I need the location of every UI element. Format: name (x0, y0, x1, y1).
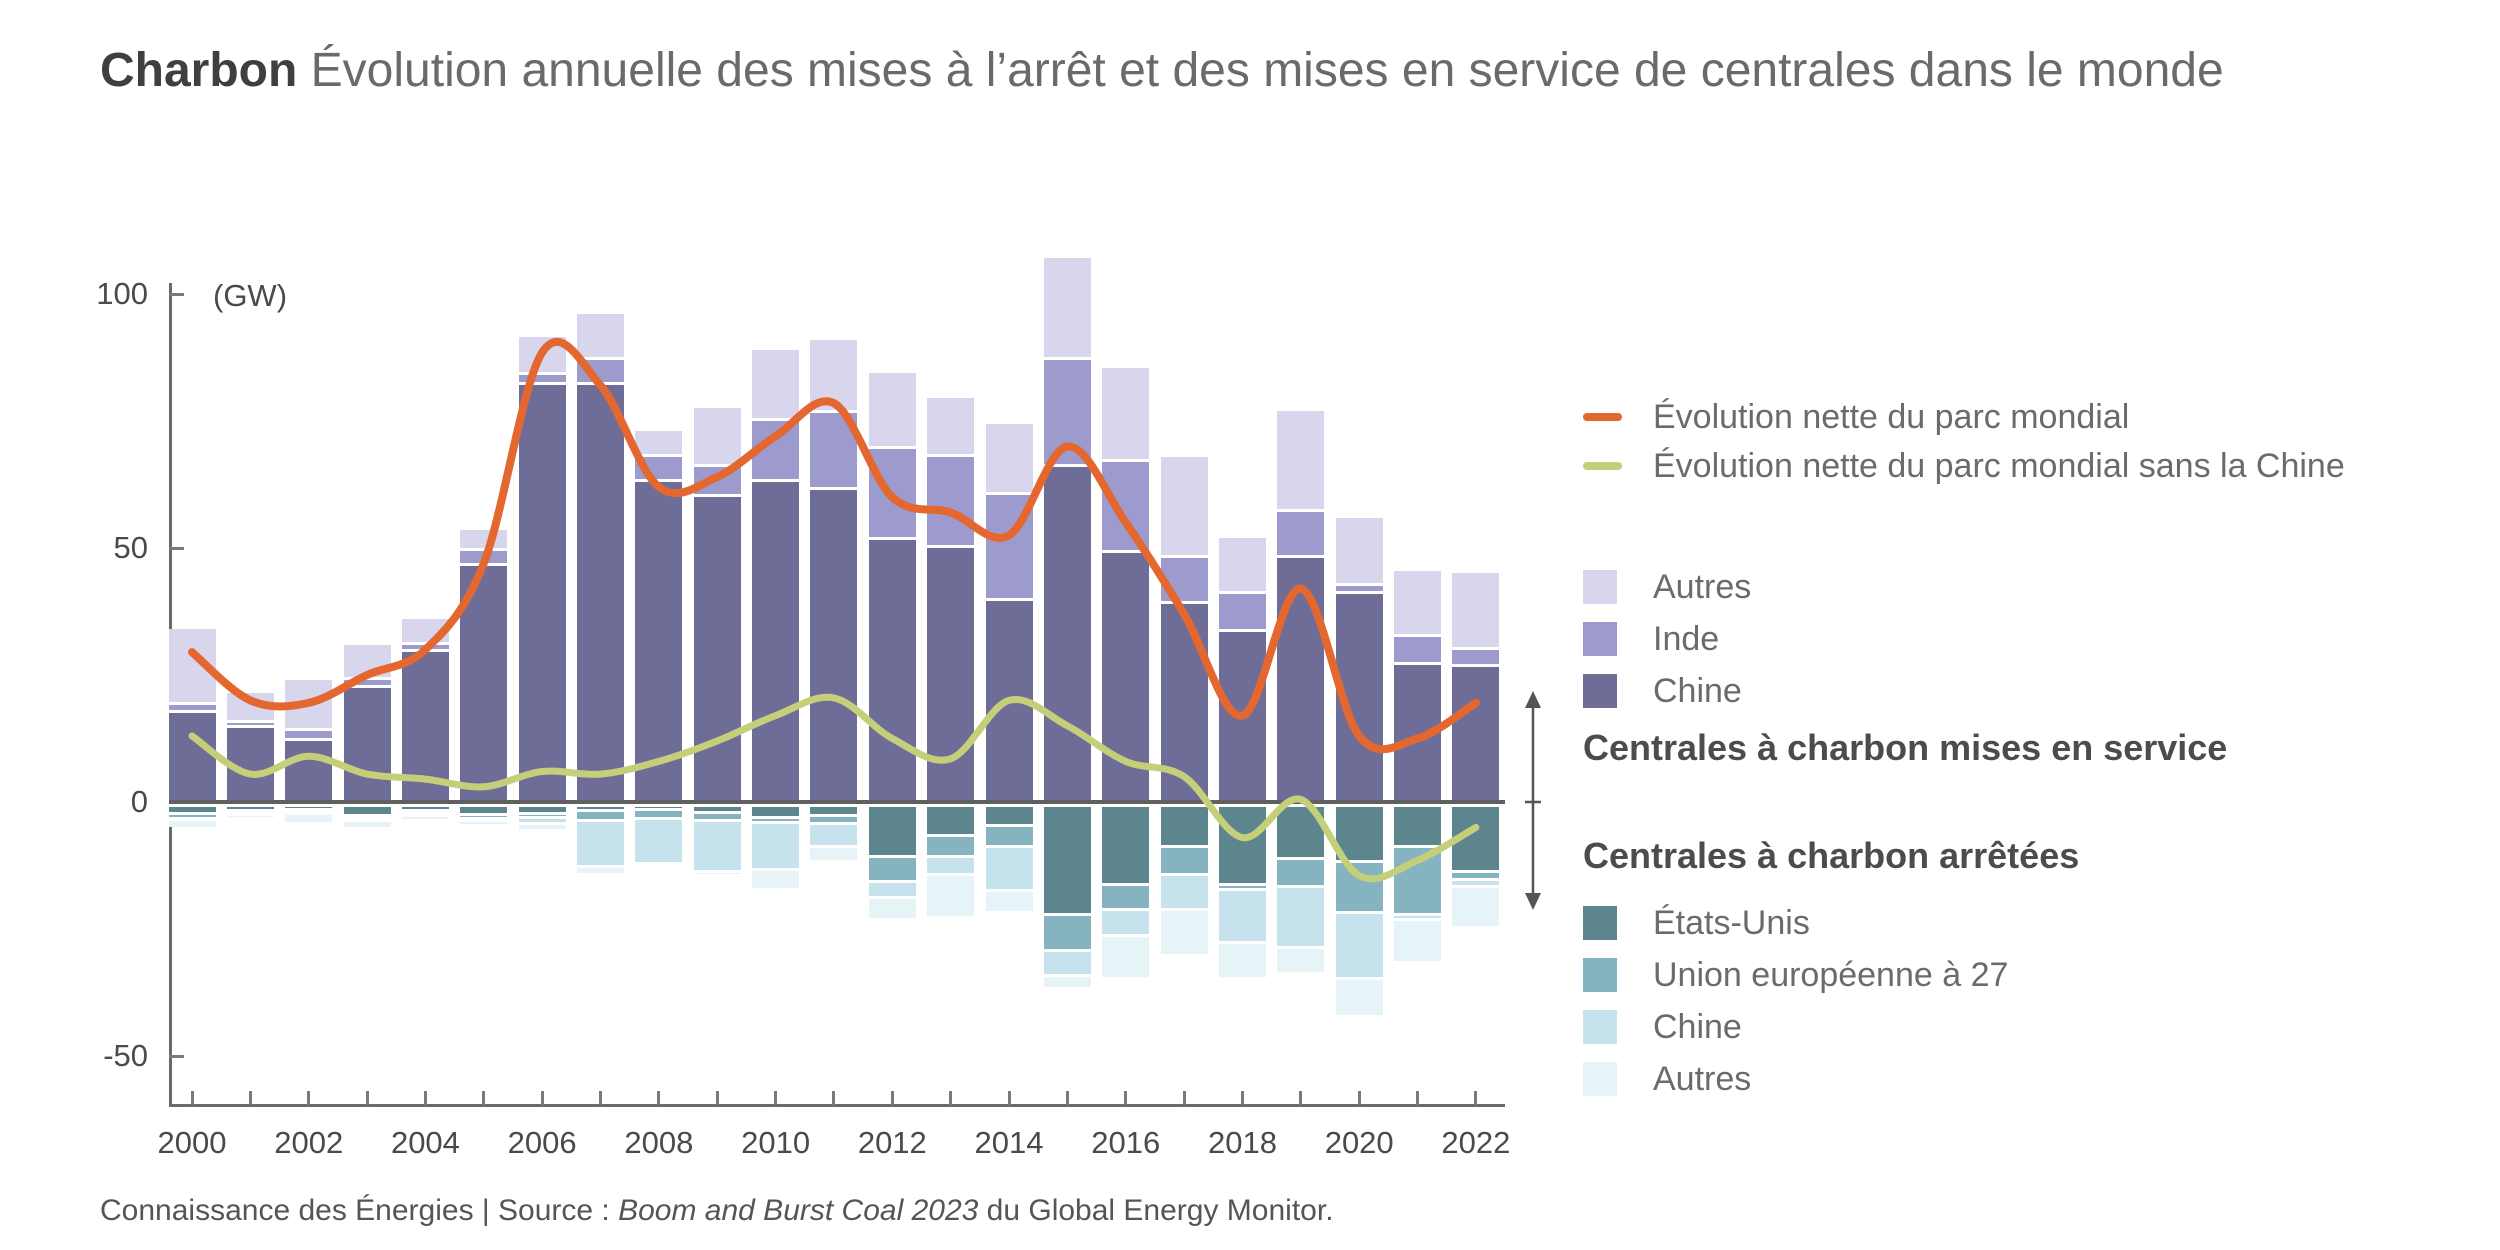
source-footer: Connaissance des Énergies | Source : Boo… (100, 1194, 1334, 1228)
chine-arret-swatch-icon (1583, 1010, 1617, 1044)
y-axis-tick (169, 546, 184, 550)
x-tick-label: 2008 (624, 1125, 694, 1160)
bar-segment-arret_autres-2022 (1452, 885, 1500, 926)
x-tick-label: 2004 (390, 1125, 460, 1160)
x-tick-label: 2002 (274, 1125, 344, 1160)
x-axis-tick (1124, 1091, 1128, 1105)
heading-arretees: Centrales à charbon arrêtées (1583, 835, 2080, 876)
bar-segment-arret_autres-2017 (1160, 908, 1208, 954)
heading-mises-en-service: Centrales à charbon mises en service (1583, 727, 2228, 768)
legend-arret-ue-label: Union européenne à 27 (1653, 956, 2009, 994)
legend-arret-autres-label: Autres (1653, 1060, 1752, 1098)
x-tick-label: 2020 (1324, 1125, 1394, 1160)
x-axis-tick (657, 1091, 661, 1105)
x-axis-tick (1182, 1091, 1186, 1105)
y-tick-label: 50 (113, 530, 148, 565)
bar-segment-arret_chine-2019 (1277, 885, 1325, 947)
chine-service-swatch-icon (1583, 674, 1617, 708)
orange-line-icon (1583, 413, 1622, 421)
x-axis-tick (482, 1091, 486, 1105)
x-axis-tick (599, 1091, 603, 1105)
bar-segment-arret_ue-2018 (1218, 882, 1266, 888)
bar-segment-arret_autres-2014 (985, 888, 1033, 911)
footer-suffix: du Global Energy Monitor. (978, 1194, 1334, 1227)
y-tick-label: 100 (96, 276, 148, 311)
y-axis-tick (169, 1054, 184, 1058)
legend-arret-chine-label: Chine (1653, 1008, 1742, 1046)
bar-segment-arret_autres-2015 (1043, 974, 1091, 987)
x-axis-tick (365, 1091, 369, 1105)
y-axis-tick (169, 292, 184, 296)
x-tick-label: 2018 (1207, 1125, 1277, 1160)
x-axis-line (169, 1104, 1505, 1107)
x-tick-label: 2010 (741, 1125, 811, 1160)
autres-service-swatch-icon (1583, 570, 1617, 604)
x-axis-tick (1007, 1091, 1011, 1105)
legend-service-chine-label: Chine (1653, 672, 1742, 710)
x-axis-tick (248, 1091, 252, 1105)
footer-source: Boom and Burst Coal 2023 (618, 1194, 979, 1227)
x-axis-tick (774, 1091, 778, 1105)
inde-swatch-icon (1583, 622, 1617, 656)
x-axis-tick (190, 1091, 194, 1105)
ue27-swatch-icon (1583, 958, 1617, 992)
legend-service-inde-label: Inde (1653, 620, 1720, 658)
title-text: Évolution annuelle des mises à l’arrêt e… (297, 44, 2224, 97)
y-axis-unit-label: (GW) (213, 278, 288, 313)
footer-prefix: Connaissance des Énergies | Source : (100, 1194, 619, 1227)
x-axis-tick (1416, 1091, 1420, 1105)
legend-service-autres-label: Autres (1653, 568, 1752, 606)
bar-segment-arret_chine-2016 (1102, 908, 1150, 934)
x-axis-tick (949, 1091, 953, 1105)
bar-segment-arret_ue-2016 (1102, 882, 1150, 909)
x-axis-tick (423, 1091, 427, 1105)
green-line-icon (1583, 462, 1622, 470)
x-tick-label: 2022 (1441, 1125, 1511, 1160)
title-keyword: Charbon (100, 44, 298, 97)
chart-title: Charbon Évolution annuelle des mises à l… (100, 38, 2450, 104)
x-tick-label: 2012 (857, 1125, 927, 1160)
x-axis-tick (1065, 1091, 1069, 1105)
x-axis-tick (832, 1091, 836, 1105)
x-axis-tick (1357, 1091, 1361, 1105)
x-axis-tick (1299, 1091, 1303, 1105)
bar-segment-arret_chine-2020 (1335, 910, 1383, 977)
bar-segment-arret_ue-2015 (1043, 913, 1091, 949)
zero-line (169, 800, 1505, 804)
bar-segment-arret_chine-2021 (1394, 913, 1442, 919)
bar-segment-arret_autres-2021 (1394, 918, 1442, 962)
x-axis-tick (540, 1091, 544, 1105)
x-axis-tick (307, 1091, 311, 1105)
bar-segment-arret_autres-2016 (1102, 933, 1150, 977)
bar-segment-arret_autres-2012 (868, 896, 916, 919)
y-tick-label: 0 (130, 784, 148, 819)
x-axis-tick (890, 1091, 894, 1105)
bar-segment-arret_chine-2018 (1218, 887, 1266, 942)
x-tick-label: 2014 (974, 1125, 1044, 1160)
bar-segment-arret_autres-2020 (1335, 976, 1383, 1015)
bar-segment-arret_chine-2015 (1043, 948, 1091, 975)
x-tick-label: 2006 (507, 1125, 577, 1160)
autres-arret-swatch-icon (1583, 1062, 1617, 1096)
x-axis-tick (1240, 1091, 1244, 1105)
x-tick-label: 2016 (1091, 1125, 1161, 1160)
bar-segment-arret_autres-2018 (1218, 941, 1266, 977)
etats-unis-swatch-icon (1583, 906, 1617, 940)
x-axis-tick (715, 1091, 719, 1105)
x-tick-label: 2000 (157, 1125, 227, 1160)
x-axis-tick (1474, 1091, 1478, 1105)
legend-net-mondial-label: Évolution nette du parc mondial (1653, 398, 2130, 436)
legend-net-sans-chine-label: Évolution nette du parc mondial sans la … (1653, 447, 2345, 485)
legend-arret-etats-unis-label: États-Unis (1653, 904, 1810, 942)
bar-segment-arret_autres-2019 (1277, 946, 1325, 972)
y-tick-label: -50 (103, 1038, 148, 1073)
